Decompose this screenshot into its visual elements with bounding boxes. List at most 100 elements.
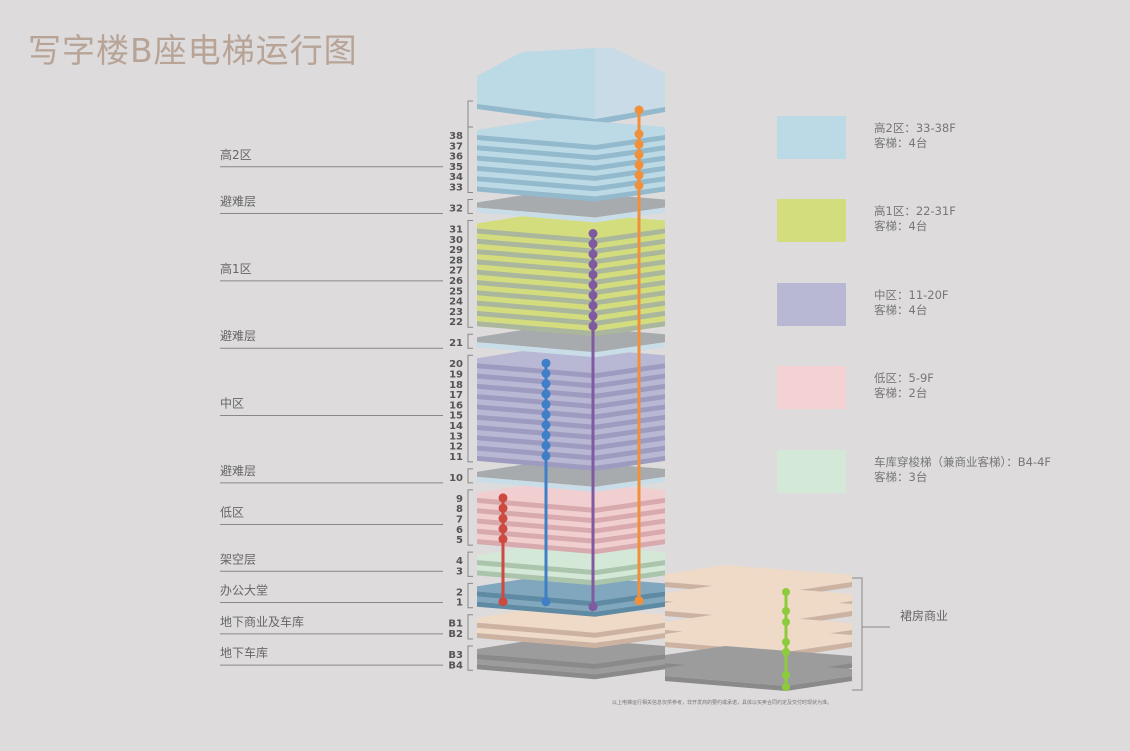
podium-elevator-stop bbox=[782, 607, 790, 615]
elevator-stop bbox=[588, 259, 598, 269]
page-title: 写字楼B座电梯运行图 bbox=[28, 31, 358, 70]
floor-slab-edge bbox=[477, 269, 665, 285]
floor-number: 13 bbox=[449, 431, 463, 442]
floor-number: 12 bbox=[449, 442, 463, 453]
floor-number: 11 bbox=[449, 452, 463, 463]
elevator-stop bbox=[541, 399, 551, 409]
zone-label: 避难层 bbox=[220, 195, 256, 209]
podium-slab bbox=[665, 565, 852, 592]
floor-number: 6 bbox=[456, 525, 463, 536]
floor-number: 21 bbox=[449, 338, 463, 349]
elevator-stop bbox=[541, 379, 551, 389]
zone-bracket bbox=[467, 126, 473, 193]
elevator-stop bbox=[588, 290, 598, 300]
zone-bracket bbox=[467, 645, 473, 671]
podium-bracket bbox=[852, 577, 863, 691]
floor-number: 16 bbox=[449, 400, 463, 411]
floor-number: B2 bbox=[448, 629, 463, 640]
elevator-stop bbox=[541, 420, 551, 430]
zone-label: 高1区 bbox=[220, 261, 252, 276]
podium-elevator-stop bbox=[782, 671, 790, 679]
floor-number: 2 bbox=[456, 587, 463, 598]
zone-bracket bbox=[467, 354, 473, 463]
zone-bracket bbox=[467, 582, 473, 609]
elevator-stop bbox=[588, 602, 598, 612]
zone-label: 低区 bbox=[220, 506, 244, 520]
floor-number: 29 bbox=[449, 245, 463, 256]
elevator-stop bbox=[541, 410, 551, 420]
elevator-stop bbox=[634, 139, 644, 149]
zone-bracket bbox=[467, 551, 473, 577]
elevator-stop bbox=[634, 181, 644, 190]
elevator-stop bbox=[588, 229, 598, 238]
floor-number: 32 bbox=[449, 204, 463, 215]
floor-number: 26 bbox=[449, 276, 463, 287]
roof-side bbox=[595, 48, 665, 119]
roof-edge bbox=[477, 104, 665, 125]
legend-swatch bbox=[777, 199, 846, 242]
floor-number: 23 bbox=[449, 307, 463, 318]
legend-swatch bbox=[777, 283, 846, 326]
legend-item-shuttle: 车库穿梭梯（兼商业客梯）：B4-4F 客梯：3台 bbox=[777, 450, 1077, 494]
floor-slab-edge bbox=[477, 165, 665, 181]
elevator-stop bbox=[588, 311, 598, 321]
elevator-stop bbox=[634, 105, 644, 115]
floor-number: 17 bbox=[449, 390, 463, 401]
floor-slab-edge bbox=[477, 560, 665, 576]
floor-slab-edge bbox=[477, 300, 665, 316]
elevator-stop bbox=[498, 534, 508, 544]
podium-slab bbox=[665, 625, 852, 652]
podium-elevator-stop bbox=[782, 588, 790, 596]
floor-number: 38 bbox=[449, 131, 463, 142]
floor-slab-edge bbox=[477, 363, 665, 379]
floor-number: 22 bbox=[449, 317, 463, 328]
elevator-stop bbox=[634, 160, 644, 170]
zone-bracket bbox=[467, 489, 473, 546]
floor-number: 19 bbox=[449, 370, 463, 381]
legend-swatch bbox=[777, 366, 846, 409]
podium-slab bbox=[665, 594, 852, 621]
floor-number: 1 bbox=[456, 598, 463, 609]
elevator-stop bbox=[498, 524, 508, 534]
zone-label: 高2区 bbox=[220, 147, 252, 162]
elevator-lines bbox=[498, 105, 790, 691]
elevator-stop bbox=[541, 441, 551, 451]
legend-item-low: 低区：5-9F 客梯：2台 bbox=[777, 366, 1077, 410]
floor-slab-edge bbox=[477, 654, 665, 669]
elevator-stop bbox=[541, 451, 551, 461]
floor-slab-edge bbox=[477, 259, 665, 275]
elevator-stop bbox=[498, 503, 508, 513]
floor-slab-edge bbox=[477, 238, 665, 254]
floor-number: 14 bbox=[449, 421, 463, 432]
zone-label: 避难层 bbox=[220, 464, 256, 478]
floor-slab-edge bbox=[477, 497, 665, 513]
floor-slab-edge bbox=[477, 435, 665, 451]
zone-label: 架空层 bbox=[220, 552, 256, 566]
floor-slab-edge bbox=[477, 570, 665, 586]
elevator-stop bbox=[634, 596, 644, 606]
podium-elevator-stop bbox=[782, 638, 790, 646]
zone-bracket bbox=[467, 100, 473, 193]
floor-slab-edge bbox=[477, 508, 665, 524]
zone-label: 办公大堂 bbox=[220, 583, 268, 598]
legend-text: 高2区：33-38F 客梯：4台 bbox=[874, 121, 956, 150]
floor-slab-edge bbox=[477, 373, 665, 389]
floor-number: 4 bbox=[456, 556, 463, 567]
floor-slab-edge bbox=[477, 394, 665, 410]
floor-number: 15 bbox=[449, 411, 463, 422]
floor-number: 30 bbox=[449, 235, 463, 246]
floor-slab-edge bbox=[477, 425, 665, 440]
floor-number: 24 bbox=[449, 297, 463, 308]
floor-slab-edge bbox=[477, 228, 665, 244]
floor-slab-edge bbox=[477, 207, 665, 223]
floor-slab-edge bbox=[477, 591, 665, 607]
zone-label: 地下车库 bbox=[220, 645, 268, 660]
floor-slab-edge bbox=[477, 476, 665, 492]
podium-elevator-stop bbox=[782, 618, 790, 626]
floor-number: B1 bbox=[448, 619, 463, 630]
podium-elevator-stop bbox=[782, 683, 790, 691]
floor-slab-edge bbox=[477, 145, 665, 161]
zone-bracket bbox=[467, 220, 473, 328]
footnote: 以上电梯运行相关信息仅供参考，非开发商的要约或承诺，具体以买卖合同约定及交付时现… bbox=[612, 700, 833, 706]
legend-text: 车库穿梭梯（兼商业客梯）：B4-4F 客梯：3台 bbox=[874, 455, 1052, 484]
